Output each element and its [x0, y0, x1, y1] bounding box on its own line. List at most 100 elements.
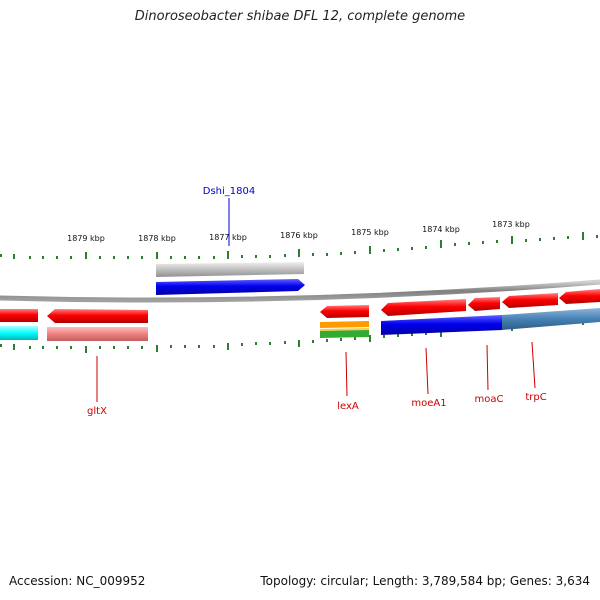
minor-tick	[482, 241, 484, 244]
minor-tick	[269, 255, 271, 258]
minor-tick	[383, 249, 385, 252]
cyan-gene-left-edge[interactable]	[0, 326, 38, 340]
minor-tick	[42, 256, 44, 259]
accession-text: Accession: NC_009952	[9, 574, 146, 588]
major-tick	[227, 251, 229, 259]
topology-summary: Topology: circular; Length: 3,789,584 bp…	[260, 574, 590, 588]
minor-tick	[127, 256, 129, 259]
minor-tick	[70, 346, 72, 349]
minor-tick	[29, 346, 31, 349]
minor-tick	[56, 256, 58, 259]
minor-tick	[411, 333, 413, 336]
gene-label-moea1: moeA1	[411, 398, 446, 409]
minor-tick	[99, 346, 101, 349]
gene-label-lexa: lexA	[337, 401, 359, 412]
minor-tick	[184, 345, 186, 348]
major-tick	[85, 346, 87, 353]
minor-tick	[13, 344, 15, 350]
minor-tick	[397, 248, 399, 251]
minor-tick	[13, 254, 15, 259]
minor-tick	[213, 256, 215, 259]
moea1-leader	[425, 347, 429, 395]
gray-gene-bar[interactable]	[156, 262, 304, 277]
minor-tick	[553, 237, 555, 240]
blue-product-bar[interactable]	[381, 315, 502, 335]
minor-tick	[241, 255, 243, 258]
gene-label-gltx: gltX	[87, 406, 107, 417]
major-tick	[85, 252, 87, 259]
minor-tick	[312, 253, 314, 256]
major-tick	[298, 249, 300, 257]
gene-gltx[interactable]	[47, 309, 148, 323]
minor-tick	[213, 345, 215, 348]
minor-tick	[567, 236, 569, 239]
minor-tick	[170, 345, 172, 348]
minor-tick	[284, 254, 286, 257]
minor-tick	[198, 345, 200, 348]
minor-tick	[397, 334, 399, 337]
major-tick	[440, 330, 442, 337]
major-tick	[511, 236, 513, 244]
upper-tick-ring	[0, 232, 598, 259]
minor-tick	[354, 337, 356, 340]
minor-tick	[468, 242, 470, 245]
tick-label: 1879 kbp	[67, 234, 105, 243]
major-tick	[369, 246, 371, 254]
minor-tick	[241, 343, 243, 346]
gene-lexa[interactable]	[320, 305, 369, 318]
minor-tick	[70, 256, 72, 259]
minor-tick	[312, 340, 314, 343]
minor-tick	[56, 346, 58, 349]
tick-label: 1874 kbp	[422, 225, 460, 234]
tick-label: 1877 kbp	[209, 233, 247, 242]
gene-moea1[interactable]	[381, 299, 466, 316]
minor-tick	[198, 256, 200, 259]
minor-tick	[141, 346, 143, 349]
minor-tick	[340, 338, 342, 341]
trpc-leader	[531, 341, 536, 389]
major-tick	[298, 340, 300, 347]
red-gene-right-edge[interactable]	[559, 289, 600, 304]
minor-tick	[284, 341, 286, 344]
gene-trpc[interactable]	[502, 293, 558, 308]
major-tick	[582, 232, 584, 240]
major-tick	[156, 252, 158, 259]
major-tick	[369, 335, 371, 342]
gene-label-trpc: trpC	[525, 392, 546, 403]
gene-moac[interactable]	[468, 297, 500, 311]
gene-label-moac: moaC	[475, 394, 504, 405]
steelblue-product-bar[interactable]	[502, 308, 600, 330]
minor-tick	[0, 254, 2, 257]
genome-backbone	[0, 279, 600, 303]
lexa-leader	[345, 351, 348, 397]
minor-tick	[383, 335, 385, 338]
major-tick	[227, 343, 229, 350]
minor-tick	[340, 252, 342, 255]
minor-tick	[454, 243, 456, 246]
gene-dshi-1804[interactable]	[156, 279, 305, 295]
minor-tick	[269, 342, 271, 345]
minor-tick	[99, 256, 101, 259]
lexa-orange-bar[interactable]	[320, 321, 369, 328]
tick-label: 1875 kbp	[351, 228, 389, 237]
minor-tick	[127, 346, 129, 349]
minor-tick	[255, 255, 257, 258]
tick-label: 1876 kbp	[280, 231, 318, 240]
tick-label: 1873 kbp	[492, 220, 530, 229]
tick-label: 1878 kbp	[138, 234, 176, 243]
lexa-green-bar[interactable]	[320, 330, 369, 338]
gltx-product-bar[interactable]	[47, 327, 148, 341]
minor-tick	[113, 346, 115, 349]
minor-tick	[0, 344, 2, 347]
moac-leader	[486, 344, 489, 391]
minor-tick	[141, 256, 143, 259]
minor-tick	[539, 238, 541, 241]
minor-tick	[425, 332, 427, 335]
major-tick	[156, 345, 158, 352]
gene-label-dshi-1804: Dshi_1804	[203, 186, 255, 197]
minor-tick	[113, 256, 115, 259]
red-gene-left-edge[interactable]	[0, 309, 38, 322]
minor-tick	[42, 346, 44, 349]
minor-tick	[496, 240, 498, 243]
